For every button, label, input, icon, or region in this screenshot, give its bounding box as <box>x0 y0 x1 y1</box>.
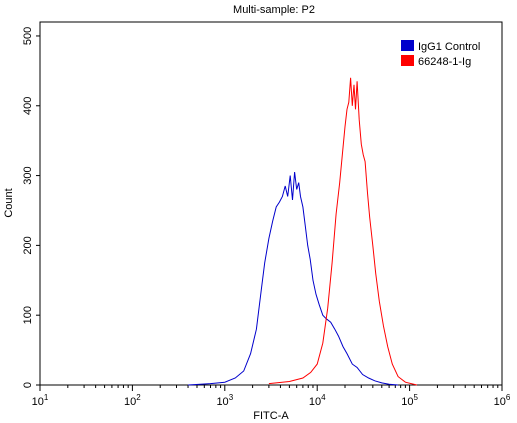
legend-label-2: 66248-1-Ig <box>418 56 471 68</box>
x-tick-label: 102 <box>124 393 141 408</box>
legend-swatch-1 <box>401 40 414 51</box>
y-tick-label: 400 <box>22 97 34 115</box>
legend-label-1: IgG1 Control <box>418 41 480 53</box>
legend: IgG1 Control 66248-1-Ig <box>401 40 480 68</box>
y-tick-label: 300 <box>22 166 34 184</box>
chart-title: Multi-sample: P2 <box>233 4 315 16</box>
y-axis: 0 100 200 300 400 500 <box>22 27 40 388</box>
series-group <box>187 77 418 386</box>
x-tick-label: 106 <box>494 393 511 408</box>
y-axis-title: Count <box>3 188 15 217</box>
series-line-1 <box>187 172 399 386</box>
x-axis-title: FITC-A <box>253 410 289 422</box>
x-tick-label: 103 <box>216 393 233 408</box>
x-tick-label: 104 <box>309 393 326 408</box>
legend-swatch-2 <box>401 55 414 66</box>
x-axis: 101 102 103 104 105 106 <box>32 385 511 408</box>
x-tick-label: 101 <box>32 393 49 408</box>
y-tick-label: 500 <box>22 27 34 45</box>
x-tick-label: 105 <box>401 393 418 408</box>
y-tick-label: 100 <box>22 306 34 324</box>
y-tick-label: 0 <box>22 382 34 388</box>
series-line-2 <box>268 77 418 386</box>
y-tick-label: 200 <box>22 236 34 254</box>
plot-area <box>39 21 503 386</box>
